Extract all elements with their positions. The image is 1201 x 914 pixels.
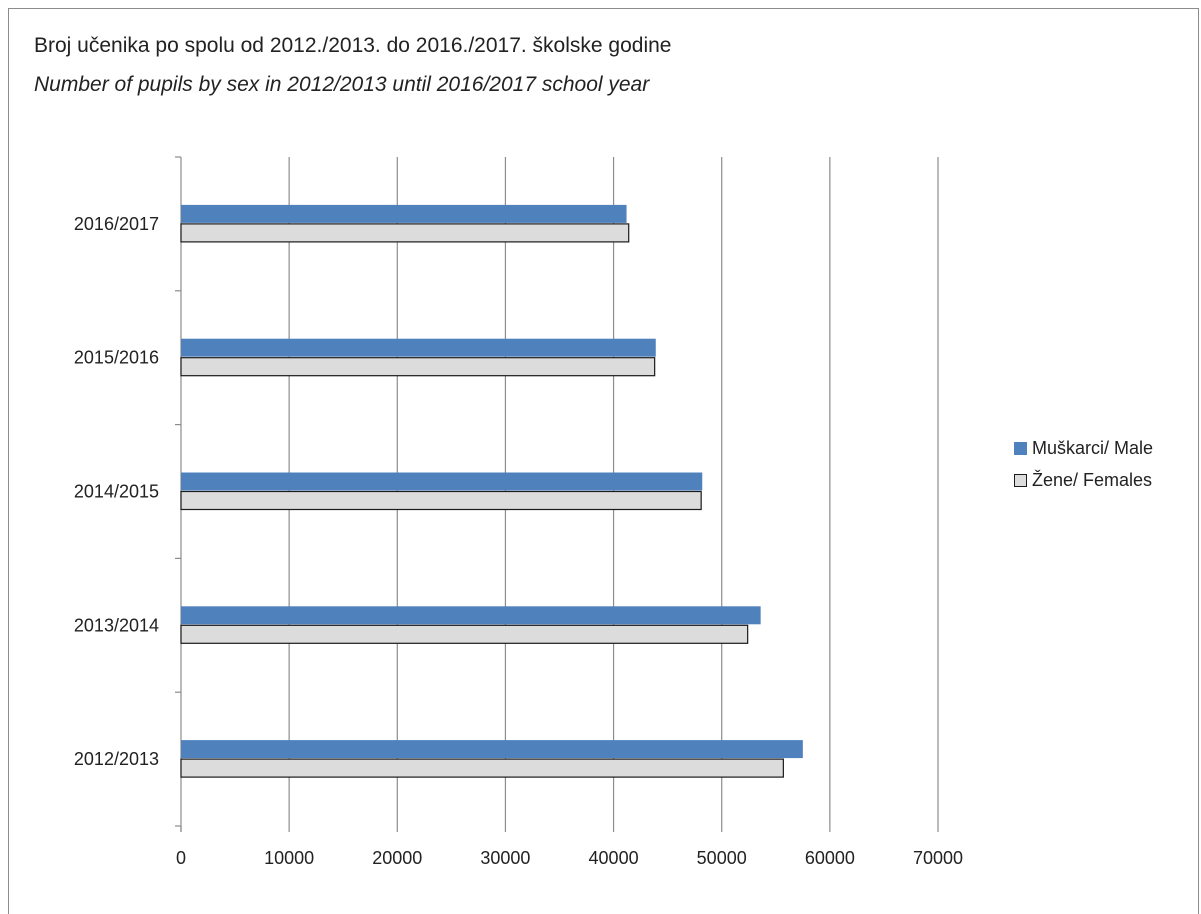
x-tick-label: 20000: [372, 848, 422, 868]
legend-item-male: Muškarci/ Male: [1014, 432, 1153, 464]
chart-title: Broj učenika po spolu od 2012./2013. do …: [34, 34, 672, 57]
x-tick-label: 50000: [697, 848, 747, 868]
bar-female: [180, 758, 784, 778]
legend-swatch-male: [1014, 441, 1027, 455]
bar-female: [180, 223, 630, 243]
x-tick-label: 0: [176, 848, 186, 868]
x-tick-label: 40000: [589, 848, 639, 868]
bar-female: [180, 490, 702, 511]
bar-female: [180, 624, 749, 644]
chart-legend: Muškarci/ Male Žene/ Females: [1014, 432, 1153, 496]
category-label: 2013/2014: [74, 615, 159, 635]
legend-item-females: Žene/ Females: [1014, 464, 1153, 496]
x-tick-label: 60000: [805, 848, 855, 868]
category-label: 2015/2016: [74, 348, 159, 368]
bar-male: [181, 204, 627, 223]
category-label: 2012/2013: [74, 749, 159, 769]
x-tick-label: 70000: [913, 848, 963, 868]
legend-swatch-females: [1014, 473, 1027, 487]
bar-female: [180, 357, 656, 377]
bar-male: [181, 472, 703, 491]
legend-label-females: Žene/ Females: [1032, 469, 1153, 490]
category-label: 2014/2015: [74, 482, 159, 502]
chart-frame: [8, 8, 1199, 914]
bar-male: [181, 338, 656, 357]
bar-male: [181, 740, 803, 759]
x-tick-label: 10000: [264, 848, 314, 868]
legend-label-male: Muškarci/ Male: [1032, 437, 1154, 458]
category-label: 2016/2017: [74, 214, 159, 234]
chart-subtitle: Number of pupils by sex in 2012/2013 unt…: [34, 73, 650, 96]
bar-male: [181, 606, 761, 625]
x-tick-label: 30000: [480, 848, 530, 868]
